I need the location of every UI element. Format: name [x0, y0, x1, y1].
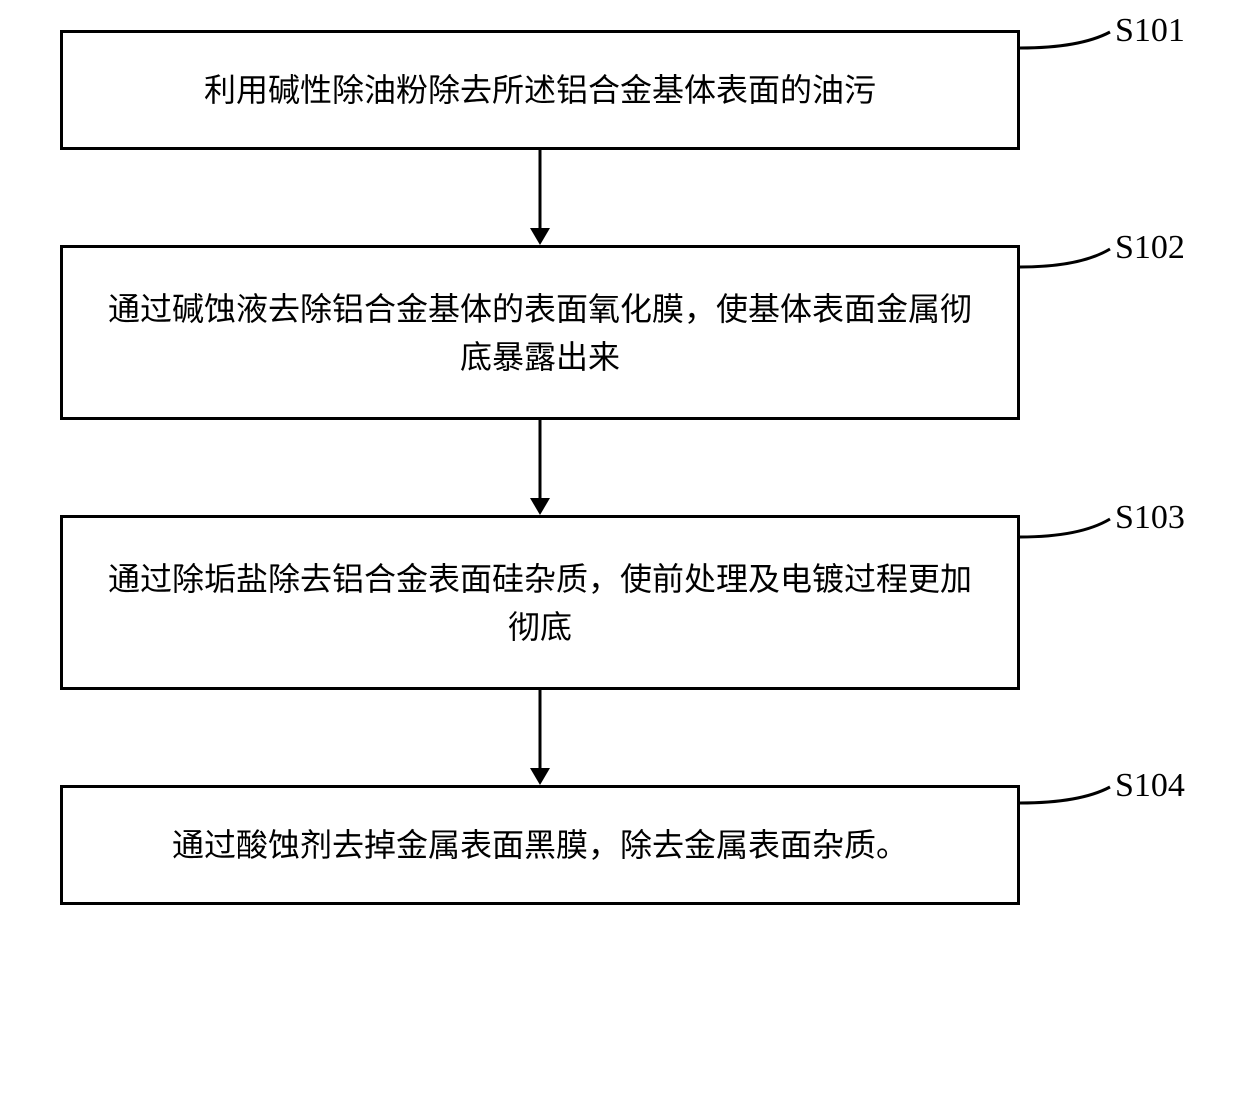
flowchart-container: 利用碱性除油粉除去所述铝合金基体表面的油污 S101 通过碱蚀液去除铝合金基体的… [60, 30, 1180, 905]
step-row: 通过碱蚀液去除铝合金基体的表面氧化膜，使基体表面金属彻底暴露出来 S102 [60, 245, 1180, 420]
label-connector-s102 [1020, 245, 1180, 420]
step-text: 利用碱性除油粉除去所述铝合金基体表面的油污 [204, 66, 876, 114]
step-row: 通过酸蚀剂去掉金属表面黑膜，除去金属表面杂质。 S104 [60, 785, 1180, 905]
step-row: 通过除垢盐除去铝合金表面硅杂质，使前处理及电镀过程更加彻底 S103 [60, 515, 1180, 690]
step-text: 通过酸蚀剂去掉金属表面黑膜，除去金属表面杂质。 [172, 821, 908, 869]
step-box-s101: 利用碱性除油粉除去所述铝合金基体表面的油污 [60, 30, 1020, 150]
step-text: 通过除垢盐除去铝合金表面硅杂质，使前处理及电镀过程更加彻底 [93, 555, 987, 651]
step-box-s103: 通过除垢盐除去铝合金表面硅杂质，使前处理及电镀过程更加彻底 [60, 515, 1020, 690]
step-box-s104: 通过酸蚀剂去掉金属表面黑膜，除去金属表面杂质。 [60, 785, 1020, 905]
step-label: S101 [1115, 12, 1185, 50]
step-row: 利用碱性除油粉除去所述铝合金基体表面的油污 S101 [60, 30, 1180, 150]
arrow-connector [60, 420, 1020, 515]
step-text: 通过碱蚀液去除铝合金基体的表面氧化膜，使基体表面金属彻底暴露出来 [93, 285, 987, 381]
step-label: S103 [1115, 499, 1185, 537]
step-box-s102: 通过碱蚀液去除铝合金基体的表面氧化膜，使基体表面金属彻底暴露出来 [60, 245, 1020, 420]
step-label: S104 [1115, 767, 1185, 805]
arrow-connector [60, 690, 1020, 785]
label-connector-s103 [1020, 515, 1180, 690]
step-label: S102 [1115, 229, 1185, 267]
arrow-connector [60, 150, 1020, 245]
